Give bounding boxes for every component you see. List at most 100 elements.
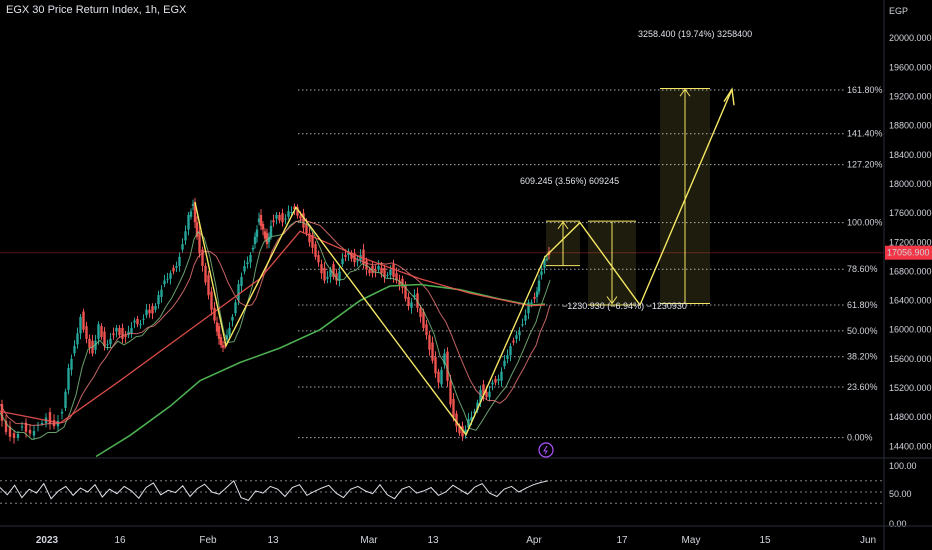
candle-body: [124, 335, 127, 338]
x-tick-label: 13: [427, 535, 439, 546]
candle-body: [341, 258, 344, 265]
candle-body: [12, 433, 16, 438]
candle-body: [221, 345, 225, 348]
candle-body: [314, 244, 317, 257]
y-tick-label: 17200.000: [889, 237, 932, 247]
candle-body: [482, 384, 485, 396]
candle-body: [215, 322, 219, 332]
x-tick-label: 13: [267, 535, 279, 546]
candle-body: [64, 391, 67, 409]
candle-body: [540, 271, 543, 276]
candle-body: [371, 265, 374, 274]
candle-body: [389, 269, 392, 276]
fib-label: 127.20%: [847, 160, 883, 170]
measure-annotation: 609.245 (3.56%) 609245: [520, 176, 619, 186]
candle-body: [121, 327, 124, 339]
candle-body: [488, 391, 491, 398]
rsi-tick-label: 0.00: [889, 519, 907, 529]
candle-body: [191, 204, 195, 206]
fib-label: 100.00%: [847, 218, 883, 228]
candle-body: [207, 275, 210, 296]
projection-arrow-head: [723, 87, 735, 106]
candle-body: [368, 269, 371, 274]
candle-body: [40, 423, 44, 425]
candle-body: [253, 236, 257, 245]
candle-body: [308, 233, 311, 243]
ma-red-line: [0, 230, 546, 424]
last-price-value: 17056.900: [887, 248, 930, 258]
candle-body: [32, 431, 36, 436]
candle-body: [73, 346, 76, 354]
candle-body: [193, 202, 197, 223]
drawings: 609.245 (3.56%) 609245 −1230.930 (−6.94%)…: [194, 29, 752, 458]
rsi-line: [0, 479, 549, 502]
currency-label: EGP: [889, 6, 908, 16]
candle-body: [410, 302, 413, 308]
candle-body: [293, 206, 296, 210]
candle-body: [178, 256, 181, 266]
fib-label: 61.80%: [847, 300, 878, 310]
candle-body: [446, 351, 449, 381]
candle-body: [269, 225, 273, 237]
candle-body: [210, 291, 213, 310]
y-tick-label: 16800.000: [889, 266, 932, 276]
candle-body: [434, 357, 437, 374]
fib-label: 161.80%: [847, 85, 883, 95]
y-tick-label: 18400.000: [889, 150, 932, 160]
candle-body: [491, 382, 494, 385]
candle-body: [506, 355, 509, 359]
candle-body: [332, 264, 335, 277]
candle-body: [249, 255, 252, 263]
candle-body: [231, 316, 234, 321]
x-tick-label: Mar: [360, 535, 378, 546]
rsi-tick-label: 50.00: [889, 489, 912, 499]
candle-body: [157, 295, 160, 305]
candle-body: [524, 315, 527, 321]
candle-body: [240, 276, 243, 287]
candle-body: [181, 244, 184, 250]
candle-body: [323, 267, 326, 281]
candle-body: [413, 295, 416, 297]
measure-annotation: 3258.400 (19.74%) 3258400: [638, 29, 752, 39]
candle-body: [184, 231, 187, 241]
candle-body: [118, 327, 121, 336]
candle-body: [545, 258, 549, 260]
candle-body: [398, 280, 401, 287]
candle-body: [533, 296, 536, 299]
candle-body: [485, 391, 488, 398]
candle-body: [377, 265, 380, 270]
candle-body: [103, 331, 106, 347]
candle-body: [217, 326, 221, 339]
candle-body: [48, 412, 52, 424]
candle-body: [261, 224, 265, 230]
fib-label: 38.20%: [847, 352, 878, 362]
candle-body: [259, 214, 263, 226]
candle-body: [431, 342, 434, 361]
ma-slow-line: [95, 283, 546, 458]
candle-body: [329, 269, 332, 277]
candle-body: [392, 264, 395, 277]
candle-body: [497, 378, 500, 381]
x-tick-label: May: [682, 535, 701, 546]
candle-body: [151, 306, 154, 314]
y-tick-label: 19600.000: [889, 62, 932, 72]
candle-body: [219, 337, 223, 346]
y-tick-label: 14400.000: [889, 441, 932, 451]
candle-body: [0, 404, 4, 421]
x-tick-label: Apr: [526, 535, 542, 546]
candle-body: [88, 338, 91, 348]
candle-body: [8, 426, 12, 437]
arrow-down-head: [606, 296, 618, 305]
y-tick-label: 16000.000: [889, 325, 932, 335]
candle-body: [204, 265, 207, 283]
zigzag-pattern: [194, 88, 733, 437]
y-tick-label: 15600.000: [889, 354, 932, 364]
rsi-tick-label: 100.00: [889, 461, 917, 471]
candle-body: [356, 260, 359, 262]
candle-body: [338, 271, 341, 281]
candle-body: [419, 307, 422, 317]
candle-body: [305, 224, 308, 234]
candle-body: [234, 302, 237, 314]
candle-body: [362, 249, 365, 265]
